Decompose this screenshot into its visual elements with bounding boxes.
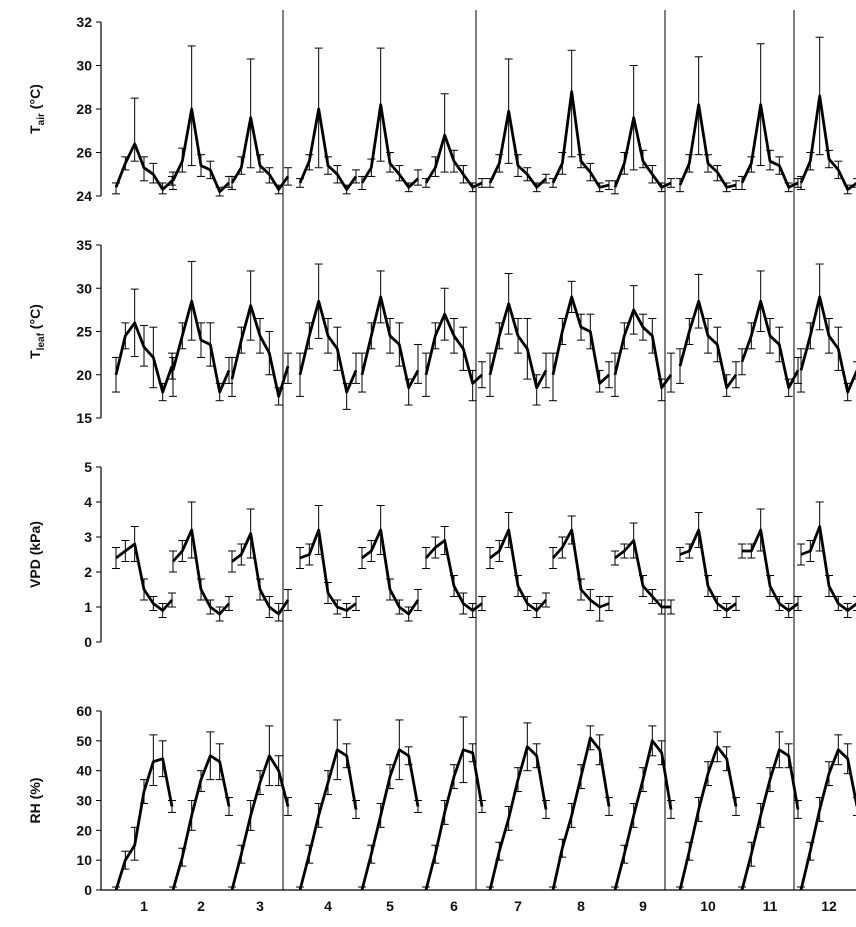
tair-series-line-12: [799, 94, 856, 191]
x-tick-label-2: 2: [197, 898, 205, 914]
tleaf-ylabel: Tleaf (°C): [27, 304, 47, 359]
vpd-ylabel: VPD (kPa): [27, 521, 43, 588]
tair-series-line-9: [613, 116, 672, 189]
x-tick-label-6: 6: [450, 898, 458, 914]
tair-series-line-10: [678, 103, 737, 189]
rh-ytick-label: 30: [76, 793, 92, 809]
tair-ytick-label: 30: [76, 58, 92, 74]
rh-series-line-6: [424, 748, 484, 891]
vpd-series-line-10: [679, 528, 737, 612]
tair-series-line-8: [551, 90, 610, 189]
x-tick-label-3: 3: [256, 898, 264, 914]
vpd-series-line-5: [361, 528, 420, 616]
rh-series-line-1: [114, 757, 174, 891]
tair-series-line-7: [488, 109, 547, 189]
tair-ytick-label: 26: [76, 145, 92, 161]
vpd-series-line-7: [489, 528, 548, 612]
rh-series-line-12: [799, 748, 856, 891]
rh-series-line-2: [171, 754, 231, 891]
vpd-ytick-label: 1: [84, 599, 92, 615]
vpd-ytick-label: 3: [84, 529, 92, 545]
vpd-series-line-12: [800, 525, 856, 612]
tair-series-line-1: [114, 142, 173, 191]
x-tick-label-5: 5: [386, 898, 394, 914]
rh-series-line-3: [230, 754, 290, 891]
x-tick-label-8: 8: [577, 898, 585, 914]
x-tick-label-1: 1: [140, 898, 148, 914]
rh-ytick-label: 10: [76, 852, 92, 868]
tleaf-series-line-9: [613, 308, 673, 390]
tleaf-series-line-4: [298, 299, 358, 394]
tair-ytick-label: 24: [76, 188, 92, 204]
rh-series-line-11: [740, 748, 800, 891]
rh-ytick-label: 50: [76, 733, 92, 749]
rh-ytick-label: 0: [84, 882, 92, 898]
tleaf-series-line-2: [171, 299, 231, 394]
tair-series-line-11: [740, 103, 799, 189]
vpd-ytick-label: 4: [84, 494, 92, 510]
vpd-series-line-3: [231, 532, 290, 616]
vpd-series-line-1: [115, 542, 174, 612]
x-tick-label-12: 12: [821, 898, 837, 914]
tair-series-line-2: [171, 107, 230, 194]
rh-series-line-4: [298, 748, 358, 891]
vpd-ytick-label: 0: [84, 634, 92, 650]
tleaf-series-line-6: [424, 312, 483, 385]
vpd-series-line-11: [742, 528, 799, 612]
rh-ytick-label: 40: [76, 763, 92, 779]
tleaf-series-line-11: [740, 299, 800, 390]
tair-ytick-label: 28: [76, 101, 92, 117]
tleaf-series-line-8: [551, 295, 610, 385]
rh-ytick-label: 20: [76, 822, 92, 838]
tleaf-ytick-label: 25: [76, 324, 92, 340]
tleaf-ytick-label: 35: [76, 237, 92, 253]
rh-series-line-9: [613, 739, 673, 891]
tleaf-series-line-3: [230, 304, 290, 398]
vpd-series-line-9: [614, 539, 671, 609]
rh-series-line-7: [488, 745, 548, 891]
tair-series-line-3: [230, 116, 290, 191]
tair-series-line-5: [360, 103, 419, 189]
vpd-ytick-label: 2: [84, 564, 92, 580]
rh-series-line-8: [551, 736, 611, 891]
tleaf-ytick-label: 30: [76, 280, 92, 296]
tleaf-series-line-7: [488, 302, 548, 390]
tair-ytick-label: 32: [76, 14, 92, 30]
x-tick-label-9: 9: [639, 898, 647, 914]
tleaf-series-line-10: [678, 299, 738, 390]
vpd-ytick-label: 5: [84, 459, 92, 475]
x-tick-label-4: 4: [324, 898, 332, 914]
x-tick-label-7: 7: [514, 898, 522, 914]
rh-ytick-label: 60: [76, 703, 92, 719]
tleaf-series-line-12: [799, 295, 856, 394]
tleaf-ytick-label: 15: [76, 410, 92, 426]
tleaf-series-line-1: [114, 321, 174, 394]
vpd-series-line-4: [299, 528, 357, 612]
tair-series-line-6: [424, 133, 483, 189]
vpd-series-line-6: [424, 539, 483, 612]
vpd-series-line-8: [551, 528, 610, 609]
rh-ylabel: RH (%): [27, 778, 43, 824]
rh-series-line-10: [678, 745, 738, 891]
rh-series-line-5: [360, 748, 420, 891]
x-tick-label-11: 11: [763, 898, 778, 914]
x-tick-label-10: 10: [700, 898, 716, 914]
vpd-series-line-2: [171, 528, 231, 616]
tair-ylabel: Tair (°C): [27, 84, 47, 134]
tleaf-ytick-label: 20: [76, 367, 92, 383]
tleaf-series-line-5: [360, 295, 420, 390]
tair-series-line-4: [298, 107, 358, 191]
